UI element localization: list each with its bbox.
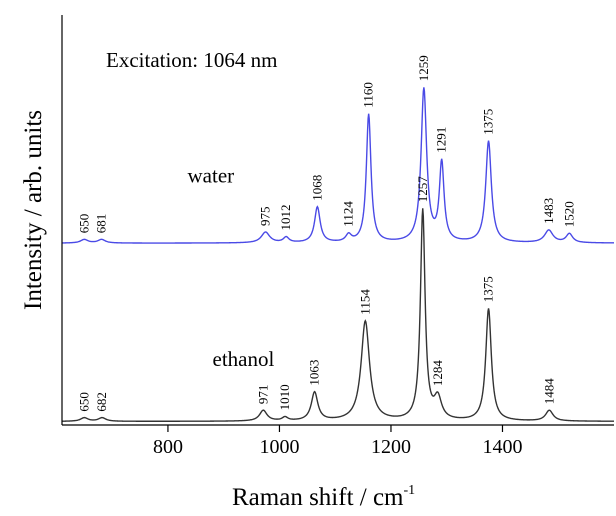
peak-label-water-975: 975 <box>258 207 273 227</box>
axes <box>61 15 614 426</box>
x-axis-label-superscript: -1 <box>404 483 416 498</box>
peak-label-ethanol-1154: 1154 <box>357 289 372 315</box>
peak-label-water-1124: 1124 <box>341 201 356 227</box>
peak-label-water-1259: 1259 <box>416 55 431 81</box>
peak-label-ethanol-1063: 1063 <box>307 360 322 386</box>
peak-label-water-1012: 1012 <box>278 205 293 231</box>
peak-label-ethanol-971: 971 <box>255 385 270 405</box>
peak-label-water-1483: 1483 <box>541 198 556 224</box>
series-name-ethanol: ethanol <box>213 347 275 371</box>
peak-label-water-650: 650 <box>76 214 91 234</box>
peak-label-ethanol-1257: 1257 <box>415 176 430 203</box>
x-tick-label-1200: 1200 <box>371 436 411 458</box>
peak-label-ethanol-1375: 1375 <box>481 276 496 302</box>
x-tick-label-800: 800 <box>153 436 183 458</box>
peak-label-ethanol-682: 682 <box>94 392 109 412</box>
peak-label-water-1520: 1520 <box>561 201 576 227</box>
x-axis-label: Raman shift / cm-1 <box>232 483 415 511</box>
series-name-water: water <box>188 164 235 188</box>
peak-labels: 650 681 975 1012106811241160125912911375148… <box>76 55 576 411</box>
peak-label-ethanol-1284: 1284 <box>430 360 445 387</box>
peak-label-water-681: 681 <box>94 214 109 234</box>
peak-label-water-1160: 1160 <box>361 82 376 108</box>
series-names: water ethanol <box>188 164 275 372</box>
plot-lines <box>61 87 615 422</box>
peak-label-ethanol-650: 650 <box>76 392 91 412</box>
series-line-water <box>61 87 615 244</box>
x-ticks: 800 1000 1200 1400 <box>153 425 522 458</box>
x-tick-label-1400: 1400 <box>482 436 522 458</box>
peak-label-water-1068: 1068 <box>309 175 324 201</box>
y-axis-label: Intensity / arb. units <box>20 110 47 310</box>
series-line-ethanol <box>61 208 614 422</box>
peak-label-water-1291: 1291 <box>434 127 449 153</box>
peak-label-ethanol-1484: 1484 <box>541 378 556 405</box>
peak-label-ethanol-1010: 1010 <box>277 384 292 410</box>
x-axis-label-text: Raman shift / cm <box>232 484 404 511</box>
x-tick-label-1000: 1000 <box>259 436 299 458</box>
peak-label-water-1375: 1375 <box>481 109 496 135</box>
excitation-annotation: Excitation: 1064 nm <box>106 48 277 72</box>
